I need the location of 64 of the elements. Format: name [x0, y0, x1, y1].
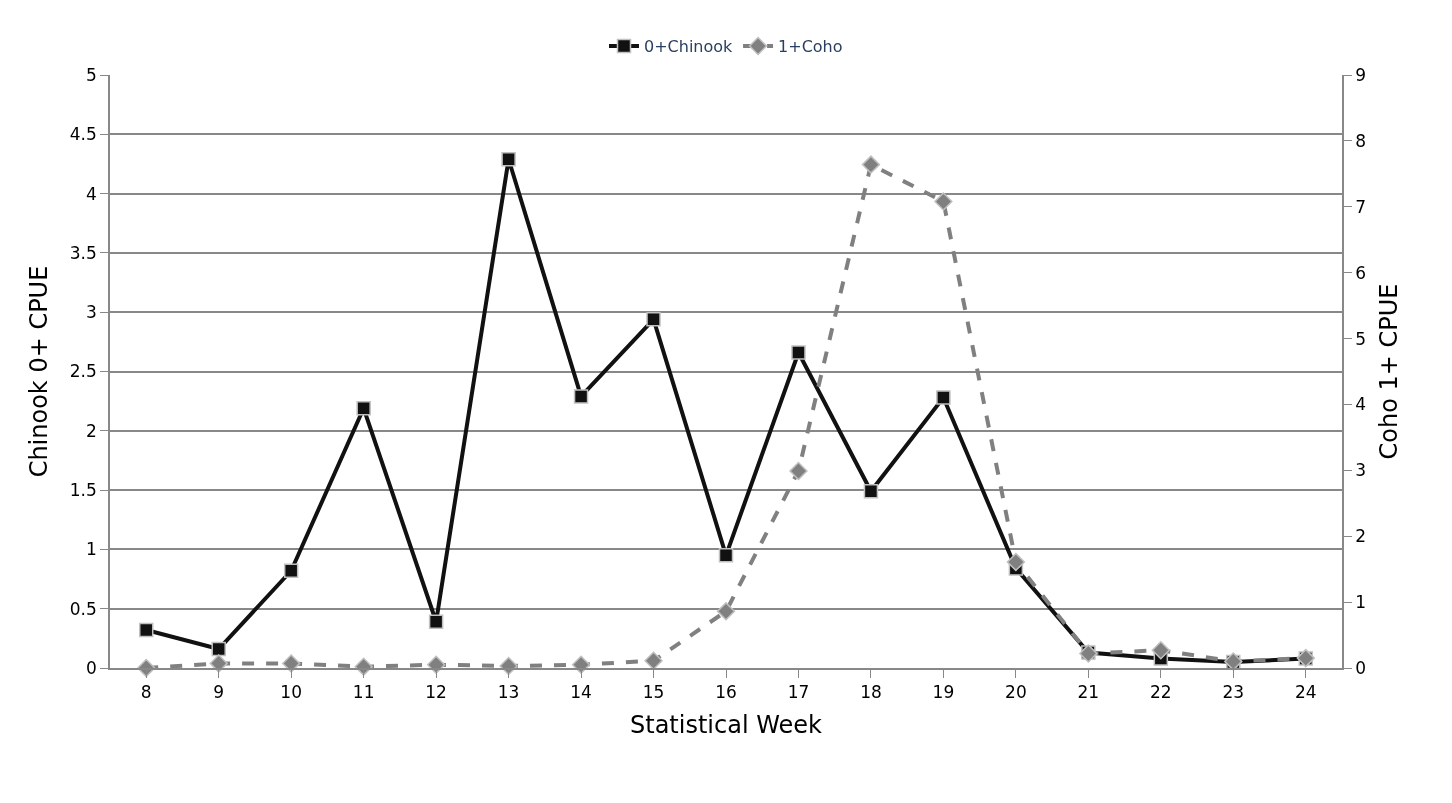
point: [789, 461, 808, 481]
x-tick-label: 17: [787, 682, 810, 703]
x-tick-label: 18: [860, 682, 882, 703]
y2-tick-label: 2: [1355, 526, 1366, 547]
y2-tick-label: 0: [1355, 657, 1366, 678]
y-tick-label: 1: [86, 539, 97, 560]
x-tick-label: 11: [352, 682, 375, 703]
point: [646, 312, 661, 327]
legend-label: 0+Chinook: [644, 37, 734, 57]
point: [283, 563, 299, 578]
point: [863, 484, 879, 499]
y2-tick-label: 3: [1355, 460, 1366, 481]
x-tick-label: 9: [213, 682, 225, 703]
point: [1151, 641, 1171, 660]
y-tick-label: 0: [86, 657, 97, 678]
x-tick-label: 14: [570, 682, 592, 703]
point: [718, 548, 734, 563]
y-tick-label: 3: [86, 302, 97, 323]
x-tick-label: 10: [280, 682, 302, 703]
y-tick-label: 2.5: [69, 361, 97, 382]
x-tick-label: 15: [642, 682, 665, 703]
point: [138, 622, 154, 638]
point: [501, 151, 516, 167]
point: [573, 389, 589, 404]
y2-tick-label: 7: [1355, 196, 1366, 217]
point: [861, 155, 881, 174]
x-tick-label: 23: [1222, 682, 1245, 703]
point: [1006, 552, 1026, 572]
y2-tick-label: 6: [1355, 262, 1366, 283]
point: [209, 654, 228, 673]
x-tick-label: 21: [1077, 682, 1100, 703]
x-tick-label: 19: [932, 682, 955, 703]
x-tick-label: 20: [1005, 682, 1027, 703]
y-tick-label: 0.5: [69, 598, 97, 619]
x-axis-title: Statistical Week: [630, 710, 823, 739]
x-tick-label: 24: [1294, 682, 1317, 703]
y-tick-label: 3.5: [69, 242, 97, 263]
y-tick-label: 4.5: [69, 124, 97, 145]
point: [936, 390, 951, 405]
point: [281, 654, 301, 673]
y2-axis-title: Coho 1+ CPUE: [1374, 283, 1403, 460]
point: [934, 192, 953, 211]
point: [716, 602, 736, 621]
point: [644, 651, 663, 670]
y-tick-label: 5: [86, 64, 97, 85]
y2-tick-label: 4: [1355, 394, 1366, 415]
y2-tick-label: 5: [1355, 328, 1366, 349]
x-tick-label: 8: [140, 682, 152, 703]
point: [428, 614, 444, 629]
legend-label: 1+Coho: [778, 37, 843, 57]
x-tick-label: 22: [1150, 682, 1172, 703]
y2-tick-label: 9: [1355, 64, 1366, 85]
point: [791, 345, 806, 360]
x-tick-label: 16: [715, 682, 737, 703]
y-axis-title: Chinook 0+ CPUE: [25, 265, 54, 478]
y-tick-label: 4: [86, 183, 97, 204]
y2-tick-label: 8: [1355, 130, 1366, 151]
y2-tick-label: 1: [1355, 592, 1366, 613]
y-tick-label: 1.5: [69, 480, 97, 501]
x-tick-label: 13: [497, 682, 520, 703]
point: [356, 401, 371, 416]
point: [211, 641, 226, 657]
y-tick-label: 2: [86, 420, 97, 441]
x-tick-label: 12: [425, 682, 447, 703]
